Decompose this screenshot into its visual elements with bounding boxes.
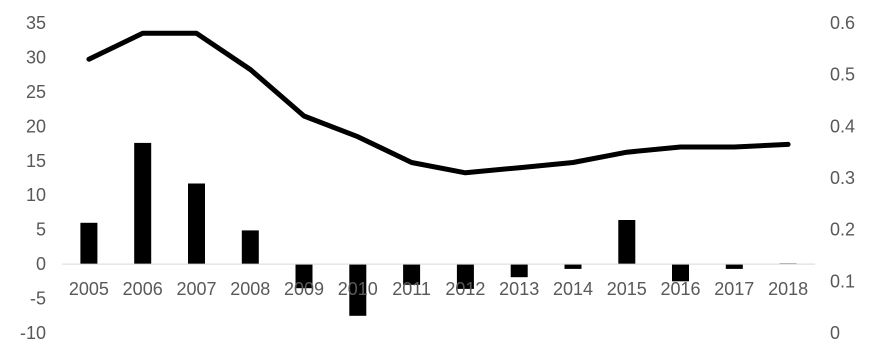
x-tick-label: 2007 [176, 279, 216, 299]
y-right-tick-label: 0.2 [830, 220, 855, 240]
bar-2006 [134, 142, 152, 265]
x-tick-label: 2005 [69, 279, 109, 299]
line-series [86, 30, 791, 176]
y-left-tick-label: 15 [26, 151, 46, 171]
bar-2013 [510, 264, 528, 278]
y-left-tick-label: -5 [30, 289, 46, 309]
bar-series [80, 142, 797, 316]
y-left-tick-label: 25 [26, 82, 46, 102]
bar-2014 [564, 264, 582, 269]
y-left-tick-label: 0 [36, 254, 46, 274]
bar-2012 [456, 264, 474, 289]
bar-2007 [188, 183, 205, 265]
y-left-tick-label: 35 [26, 13, 46, 33]
y-right-tick-label: 0.4 [830, 116, 855, 136]
y-right-tick-label: 0.3 [830, 168, 855, 188]
x-tick-label: 2006 [123, 279, 163, 299]
y-left-tick-label: 30 [26, 47, 46, 67]
y-left-tick-label: 5 [36, 220, 46, 240]
x-tick-label: 2012 [445, 279, 485, 299]
x-tick-label: 2014 [553, 279, 593, 299]
x-tick-label: 2013 [499, 279, 539, 299]
bar-2010 [349, 264, 367, 316]
bar-2008 [241, 230, 259, 265]
x-tick-label: 2010 [338, 279, 378, 299]
line-path [86, 30, 791, 176]
bar-2015 [618, 220, 636, 265]
y-right-tick-label: 0.6 [830, 13, 855, 33]
y-right-tick-label: 0.5 [830, 65, 855, 85]
y-left-tick-label: -10 [20, 323, 46, 341]
x-tick-label: 2011 [392, 279, 431, 299]
bar-2011 [403, 264, 421, 285]
x-tick-label: 2015 [607, 279, 647, 299]
bar-2005 [80, 222, 98, 265]
x-tick-label: 2009 [284, 279, 324, 299]
y-right-tick-label: 0 [830, 323, 840, 341]
y-left-tick-label: 20 [26, 116, 46, 136]
bar-2009 [295, 264, 313, 289]
x-tick-label: 2008 [230, 279, 270, 299]
x-tick-label: 2017 [714, 279, 754, 299]
bar-2017 [725, 264, 743, 269]
bar-2016 [672, 264, 689, 282]
y-right-tick-label: 0.1 [830, 271, 855, 291]
x-tick-label: 2016 [660, 279, 700, 299]
y-left-tick-label: 10 [26, 185, 46, 205]
x-tick-label: 2018 [768, 279, 808, 299]
axes: -10 -5 0 5 10 15 20 25 30 35 0 0.1 0.2 0.3 0.4 0.5 0.6 20… [20, 13, 855, 341]
